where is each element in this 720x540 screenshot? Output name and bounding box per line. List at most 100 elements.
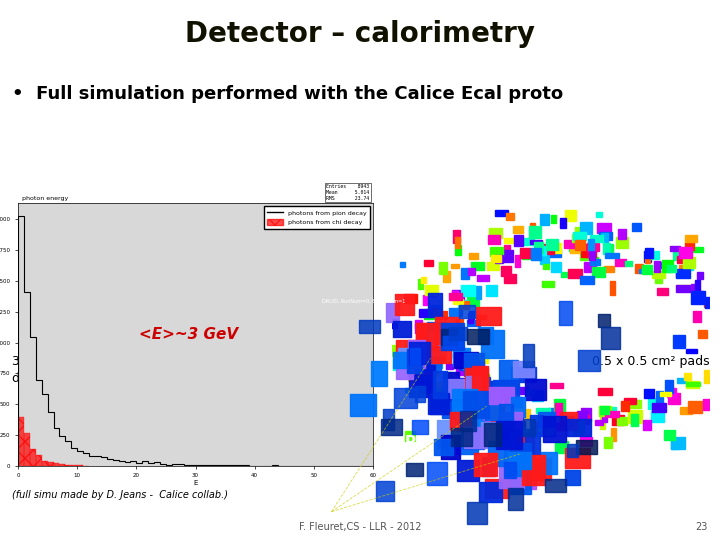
Bar <box>577 411 587 418</box>
Bar <box>693 311 701 322</box>
Bar <box>441 402 465 418</box>
Bar <box>536 408 549 413</box>
Bar <box>500 422 518 441</box>
Bar <box>456 460 479 481</box>
Bar <box>525 434 540 455</box>
Bar <box>704 370 709 383</box>
Bar <box>621 401 629 410</box>
Bar <box>603 243 611 254</box>
Bar <box>404 294 417 302</box>
Bar <box>428 395 449 414</box>
Bar <box>599 232 611 240</box>
Bar <box>592 257 598 262</box>
Bar <box>397 348 412 367</box>
Bar <box>667 388 676 397</box>
Bar <box>449 293 462 300</box>
Bar <box>477 315 486 320</box>
Bar <box>408 346 427 361</box>
Bar <box>523 419 535 436</box>
Bar <box>598 314 610 327</box>
Bar <box>485 480 509 498</box>
Bar <box>499 417 513 433</box>
Bar <box>501 266 511 276</box>
Bar <box>428 293 441 317</box>
Bar <box>589 251 595 260</box>
Bar <box>671 437 685 449</box>
Bar <box>467 320 480 326</box>
Bar <box>474 453 498 476</box>
Bar <box>698 330 707 338</box>
Text: Pb+Pb: Pb+Pb <box>405 435 462 450</box>
Bar <box>652 403 666 412</box>
Bar <box>456 406 482 431</box>
Bar <box>688 401 702 413</box>
Bar <box>452 299 463 303</box>
Bar <box>538 411 554 427</box>
Bar <box>644 248 653 258</box>
Bar <box>505 213 513 220</box>
Bar <box>514 235 523 246</box>
Text: Entries    8943
Mean      5.014
RMS       23.74: Entries 8943 Mean 5.014 RMS 23.74 <box>326 184 369 200</box>
Bar <box>48 462 53 466</box>
Bar <box>654 279 662 284</box>
Bar <box>423 345 441 373</box>
Bar <box>449 308 462 315</box>
Bar <box>451 400 464 420</box>
Bar <box>668 393 680 404</box>
Bar <box>544 265 549 269</box>
Bar <box>24 433 30 466</box>
Bar <box>393 321 411 337</box>
Bar <box>410 342 430 364</box>
Bar <box>651 411 665 422</box>
Bar <box>395 388 417 408</box>
Bar <box>705 298 712 308</box>
Bar <box>690 284 696 289</box>
Bar <box>451 329 464 338</box>
Bar <box>580 437 593 446</box>
Bar <box>525 409 530 419</box>
Text: 3 photons with E~2 GeV: 3 photons with E~2 GeV <box>12 355 165 368</box>
Bar <box>615 259 626 266</box>
Bar <box>559 422 573 429</box>
Bar <box>513 361 534 376</box>
Bar <box>464 427 487 448</box>
Bar <box>595 420 603 424</box>
Bar <box>438 350 444 358</box>
Bar <box>570 245 579 253</box>
Bar <box>554 243 562 253</box>
Bar <box>665 380 673 393</box>
Bar <box>654 261 660 272</box>
Bar <box>481 422 500 446</box>
Text: photon energy: photon energy <box>22 195 68 200</box>
Bar <box>455 237 461 248</box>
Bar <box>415 366 435 393</box>
Bar <box>444 271 450 282</box>
Bar <box>581 245 593 256</box>
Bar <box>477 417 500 442</box>
Text: F. Fleuret,CS - LLR - 2012: F. Fleuret,CS - LLR - 2012 <box>299 522 421 532</box>
Bar <box>600 327 620 348</box>
Bar <box>467 294 479 307</box>
Bar <box>479 482 503 502</box>
Bar <box>417 372 423 382</box>
Bar <box>560 218 566 228</box>
Bar <box>632 223 641 231</box>
Bar <box>467 329 489 345</box>
Bar <box>405 431 415 441</box>
Bar <box>567 416 574 421</box>
Bar <box>642 266 652 274</box>
Bar <box>481 330 504 358</box>
Bar <box>550 249 562 257</box>
Bar <box>555 403 562 415</box>
Bar <box>476 377 490 402</box>
Bar <box>425 285 438 295</box>
Bar <box>444 397 451 403</box>
Bar <box>439 261 447 274</box>
Bar <box>528 226 541 238</box>
Bar <box>485 393 500 420</box>
Bar <box>405 388 411 392</box>
Bar <box>408 353 432 375</box>
Bar <box>387 345 397 356</box>
Bar <box>649 251 659 259</box>
Bar <box>490 247 503 256</box>
